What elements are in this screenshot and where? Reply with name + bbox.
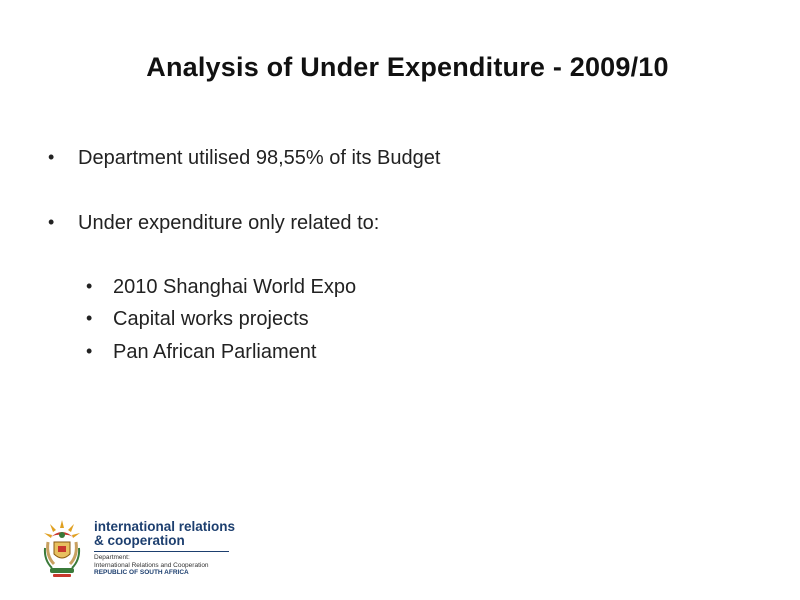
bullet-dot-icon: • <box>48 212 55 232</box>
bullet-dot-icon: • <box>86 276 93 296</box>
bullet-text: Department utilised 98,55% of its Budget <box>78 147 441 169</box>
bullet-item: • Under expenditure only related to: <box>48 212 380 235</box>
logo-country: REPUBLIC OF SOUTH AFRICA <box>94 569 189 576</box>
bullet-text: Under expenditure only related to: <box>78 212 380 234</box>
bullet-dot-icon: • <box>86 341 93 361</box>
sub-bullet-item: • Pan African Parliament <box>86 341 317 364</box>
logo-department-label: Department: <box>94 554 130 561</box>
logo-text: international relations & cooperation De… <box>94 519 236 577</box>
slide-title: Analysis of Under Expenditure - 2009/10 <box>146 52 669 82</box>
logo-title-line: international relations <box>94 519 236 534</box>
logo-title-line: & cooperation <box>94 533 185 548</box>
logo-divider <box>94 551 229 552</box>
bullet-dot-icon: • <box>48 147 55 167</box>
bullet-item: • Department utilised 98,55% of its Budg… <box>48 147 441 170</box>
coat-of-arms-icon <box>43 520 81 577</box>
sub-bullet-text: Pan African Parliament <box>113 341 317 363</box>
sub-bullet-text: 2010 Shanghai World Expo <box>113 276 357 298</box>
sub-bullet-item: • Capital works projects <box>86 308 309 331</box>
bullet-dot-icon: • <box>86 308 93 328</box>
logo-department-name: International Relations and Cooperation <box>94 561 209 569</box>
department-logo: international relations & cooperation De… <box>40 518 240 580</box>
sub-bullet-text: Capital works projects <box>113 308 309 330</box>
sub-bullet-item: • 2010 Shanghai World Expo <box>86 276 357 299</box>
